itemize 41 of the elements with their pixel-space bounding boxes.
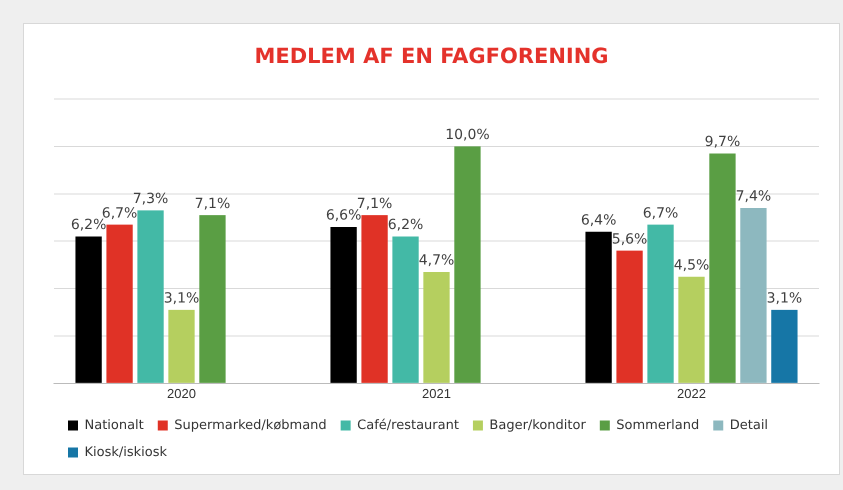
legend-label: Sommerland bbox=[616, 418, 700, 433]
data-label: 3,1% bbox=[164, 290, 200, 307]
legend-label: Café/restaurant bbox=[357, 418, 459, 433]
bar bbox=[330, 226, 357, 383]
bar bbox=[168, 310, 195, 383]
bar bbox=[106, 224, 133, 383]
bar bbox=[647, 224, 674, 383]
x-tick-label: 2022 bbox=[677, 386, 706, 401]
legend-label: Detail bbox=[730, 418, 768, 433]
bar bbox=[454, 146, 481, 383]
bar bbox=[616, 250, 643, 383]
data-label: 6,7% bbox=[642, 205, 678, 222]
legend-label: Nationalt bbox=[84, 418, 144, 433]
bar bbox=[771, 310, 798, 383]
data-label: 6,4% bbox=[580, 212, 616, 228]
bar bbox=[75, 236, 102, 383]
data-label: 4,5% bbox=[674, 257, 710, 274]
data-label: 3,1% bbox=[766, 290, 802, 307]
data-label: 7,1% bbox=[194, 196, 230, 212]
data-label: 5,6% bbox=[612, 231, 648, 248]
bar bbox=[199, 215, 226, 383]
bar bbox=[392, 236, 419, 383]
bar bbox=[740, 208, 767, 383]
data-label: 9,7% bbox=[704, 134, 740, 150]
bar bbox=[361, 215, 388, 383]
data-label: 10,0% bbox=[445, 127, 490, 144]
bar bbox=[137, 210, 164, 383]
x-tick-label: 2020 bbox=[167, 386, 196, 401]
chart-title: MEDLEM AF EN FAGFORENING bbox=[253, 44, 610, 68]
legend-label: Kiosk/iskiosk bbox=[84, 444, 168, 460]
bar bbox=[678, 276, 705, 383]
data-label: 4,7% bbox=[418, 252, 454, 269]
legend-label: Bager/konditor bbox=[489, 418, 586, 433]
data-label: 7,3% bbox=[132, 191, 168, 208]
x-tick-label: 2021 bbox=[422, 386, 451, 401]
data-label: 6,2% bbox=[388, 217, 424, 234]
bar bbox=[423, 272, 450, 383]
bar bbox=[585, 232, 612, 383]
bar bbox=[709, 154, 736, 383]
legend-label: Supermarked/købmand bbox=[174, 418, 327, 433]
data-label: 7,4% bbox=[736, 188, 772, 205]
